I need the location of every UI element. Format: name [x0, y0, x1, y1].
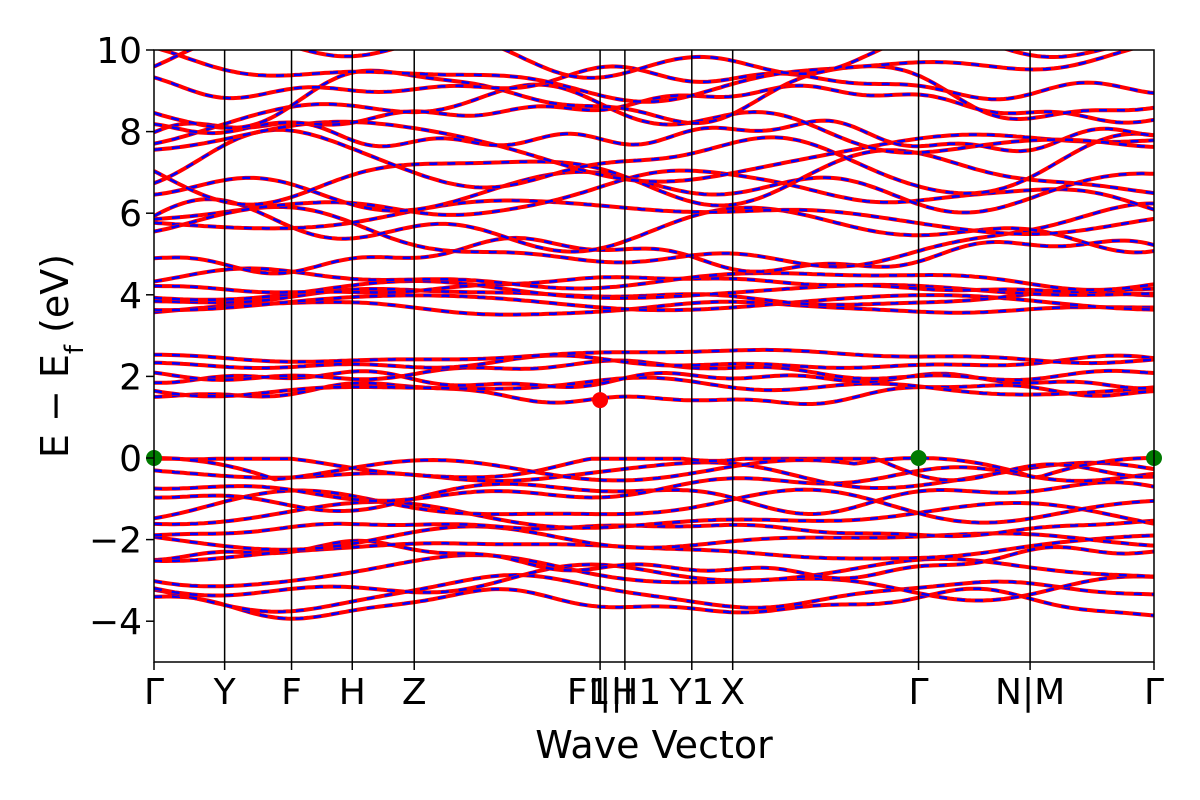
band-lines	[154, 50, 1154, 621]
x-tick-label: Γ	[144, 672, 164, 713]
x-tick-label: H	[339, 672, 366, 713]
y-tick-label: 0	[119, 439, 142, 480]
band-line-spin-down	[154, 128, 1154, 195]
y-axis-ticks: −4 −2 0 2 4 6 8 10	[89, 31, 154, 643]
x-tick-label: F	[281, 672, 302, 713]
x-tick-label: Y1	[668, 672, 714, 713]
plot-frame	[153, 49, 1155, 663]
band-line-spin-down	[154, 466, 1154, 503]
band-line-spin-down	[154, 376, 1154, 398]
band-line-spin-down	[154, 488, 1154, 524]
band-line-spin-down	[154, 553, 1154, 588]
band-line-spin-up	[154, 82, 1154, 155]
band-line-spin-down	[154, 354, 1154, 370]
band-line-spin-down	[154, 50, 1106, 80]
band-line-spin-down	[154, 119, 1154, 153]
band-line-spin-down	[154, 169, 1154, 233]
band-line-spin-down	[154, 573, 1154, 613]
x-axis-label: Wave Vector	[535, 723, 773, 767]
band-line-spin-down	[154, 456, 1154, 482]
x-tick-label: Γ	[909, 672, 929, 713]
y-tick-label: −4	[89, 602, 142, 643]
band-line-spin-up	[154, 50, 1109, 80]
band-line-spin-up	[154, 480, 1154, 516]
band-line-spin-down	[154, 236, 1154, 275]
x-tick-label: F1|I	[567, 672, 633, 713]
band-line-spin-down	[154, 148, 1154, 207]
band-line-spin-down	[154, 348, 1154, 365]
band-line-spin-down	[154, 587, 1154, 620]
x-axis-ticks: Γ Y F H Z F1|II|H1 Y1 X Γ N|M Γ	[144, 662, 1164, 713]
band-line-spin-down	[154, 525, 1154, 551]
band-line-spin-down	[154, 519, 1154, 538]
band-line-spin-down	[154, 65, 1154, 101]
kpath-lines	[223, 50, 1031, 662]
y-axis-label-unit: (eV)	[33, 254, 77, 333]
band-line-spin-up	[154, 235, 1154, 276]
band-line-spin-up	[154, 586, 1154, 621]
band-line-spin-down	[154, 461, 1154, 490]
band-line-spin-down	[154, 500, 1154, 530]
band-line-spin-down	[154, 84, 1154, 135]
x-tick-label: X	[720, 672, 745, 713]
y-axis-label-sub: f	[60, 344, 90, 354]
band-line-spin-down	[154, 267, 1154, 292]
y-tick-label: 2	[119, 357, 142, 398]
cbm-marker	[592, 392, 609, 409]
y-tick-label: −2	[89, 521, 142, 562]
x-tick-label: N|M	[995, 672, 1065, 713]
y-tick-label: 6	[119, 194, 142, 235]
band-line-spin-down	[154, 457, 1154, 482]
y-tick-label: 4	[119, 276, 142, 317]
band-line-spin-down	[154, 300, 1154, 316]
x-tick-label: Z	[402, 672, 427, 713]
band-line-spin-down	[154, 170, 1154, 214]
y-axis-label-main: E − E	[33, 354, 77, 458]
x-tick-label: Y	[213, 672, 237, 713]
x-tick-label: I|H1	[589, 672, 662, 713]
band-line-spin-up	[154, 524, 1154, 552]
band-line-spin-down	[154, 359, 1154, 382]
x-tick-label: Γ	[1144, 672, 1164, 713]
band-line-spin-down	[154, 202, 1154, 268]
band-line-spin-down	[154, 275, 1154, 294]
y-tick-label: 8	[119, 113, 142, 154]
y-tick-label: 10	[96, 31, 142, 72]
plot-area	[146, 49, 1162, 663]
band-line-spin-up	[154, 64, 1154, 102]
extrema-markers	[146, 392, 1162, 466]
band-line-spin-down	[154, 199, 1154, 236]
vbm-marker	[910, 450, 927, 466]
band-line-spin-up	[154, 197, 1154, 255]
y-axis-label: E − Ef (eV)	[33, 254, 90, 458]
band-line-spin-down	[158, 50, 1133, 103]
band-line-spin-down	[154, 563, 1154, 602]
